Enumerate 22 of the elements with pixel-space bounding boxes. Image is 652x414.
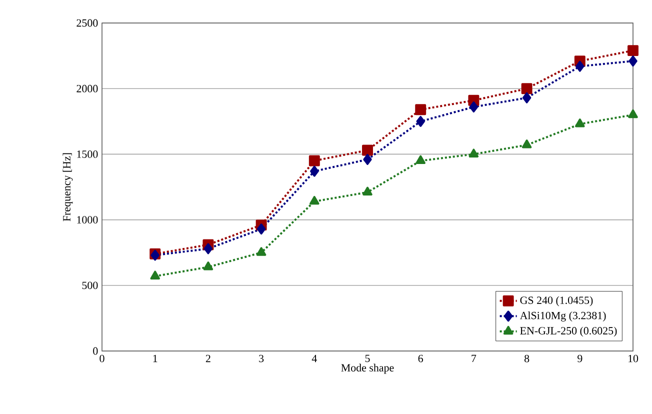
x-axis-title: Mode shape bbox=[341, 364, 394, 374]
x-tick-label: 2 bbox=[206, 354, 210, 362]
legend-label: AlSi10Mg (3.2381) bbox=[520, 312, 606, 322]
x-tick-label: 4 bbox=[312, 354, 317, 362]
y-tick-label: 500 bbox=[82, 282, 98, 290]
x-tick-label: 1 bbox=[153, 354, 158, 362]
y-tick-label: 1500 bbox=[77, 150, 98, 158]
y-tick-label: 2500 bbox=[76, 19, 98, 27]
x-tick-label: 7 bbox=[472, 354, 476, 362]
x-tick-label: 3 bbox=[259, 354, 264, 362]
legend-label: EN-GJL-250 (0.6025) bbox=[520, 326, 617, 337]
x-tick-label: 8 bbox=[524, 354, 530, 362]
legend-label: GS 240 (1.0455) bbox=[520, 296, 593, 306]
x-tick-label: 0 bbox=[100, 354, 104, 362]
y-tick-label: 0 bbox=[93, 347, 98, 355]
x-tick-label: 6 bbox=[418, 354, 424, 362]
x-tick-label: 9 bbox=[578, 354, 582, 362]
y-tick-label: 1000 bbox=[77, 216, 98, 224]
y-tick-label: 2000 bbox=[76, 84, 98, 92]
y-axis-title: Frequency [Hz] bbox=[62, 153, 73, 222]
x-tick-label: 10 bbox=[628, 354, 638, 362]
x-tick-label: 5 bbox=[365, 354, 370, 362]
